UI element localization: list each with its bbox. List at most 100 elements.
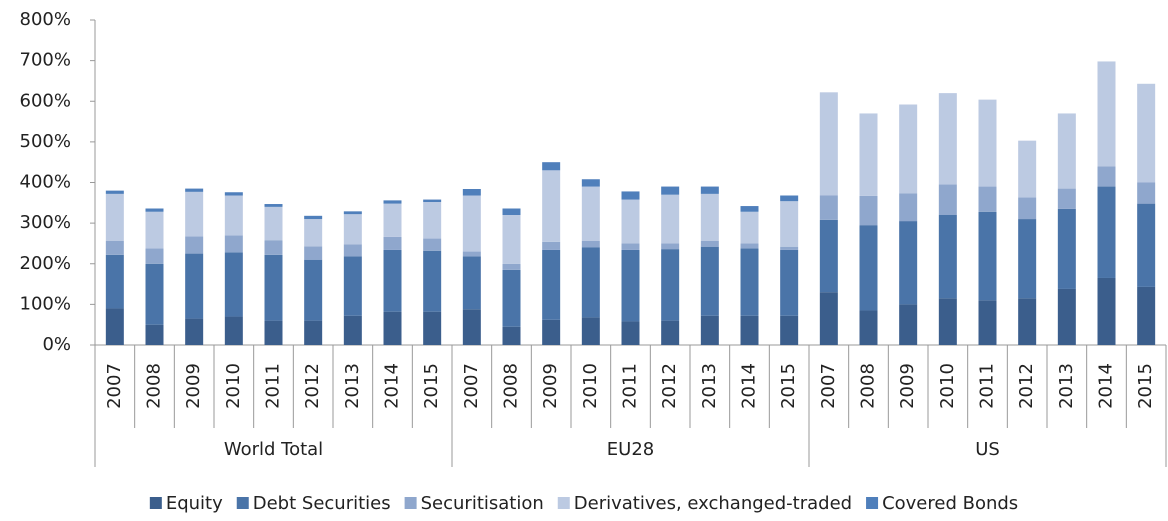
bar-segment	[264, 204, 283, 207]
bar-segment	[700, 193, 719, 241]
x-tick-label: 2012	[1016, 363, 1037, 409]
bar-segment	[740, 211, 759, 244]
bar-segment	[899, 304, 918, 345]
bar-segment	[343, 214, 362, 245]
bar-segment	[462, 256, 481, 310]
bar-segment	[1097, 277, 1116, 345]
bar-segment	[661, 243, 680, 250]
bar-segment	[542, 162, 561, 171]
bar-segment	[621, 321, 640, 345]
bar-segment	[780, 201, 799, 247]
bar-segment	[462, 251, 481, 257]
bar-segment	[502, 269, 521, 327]
bar-segment	[1097, 166, 1116, 187]
bar-segment	[978, 99, 997, 187]
x-tick-label: 2015	[778, 363, 799, 409]
bar-segment	[145, 211, 164, 249]
x-tick-label: 2012	[302, 363, 323, 409]
bar-segment	[899, 221, 918, 305]
bar-segment	[1057, 188, 1076, 209]
bar-segment	[700, 186, 719, 194]
bar-segment	[780, 195, 799, 202]
bar-segment	[1018, 197, 1037, 220]
bar-segment	[780, 249, 799, 316]
x-tick-label: 2012	[659, 363, 680, 409]
bar-segment	[185, 188, 204, 192]
bar-segment	[1137, 83, 1156, 183]
x-tick-label: 2007	[461, 363, 482, 409]
x-tick-label: 2010	[223, 363, 244, 409]
legend-label: Equity	[166, 493, 223, 514]
bar-segment	[542, 170, 561, 242]
bar-segment	[859, 225, 878, 311]
x-tick-label: 2015	[421, 363, 442, 409]
bar-segment	[978, 211, 997, 301]
group-label: World Total	[224, 439, 323, 460]
bar-segment	[383, 249, 402, 312]
bar-segment	[502, 326, 521, 345]
bar-segment	[661, 186, 680, 195]
bar-segment	[383, 236, 402, 250]
x-tick-label: 2014	[1096, 363, 1117, 409]
bar-segment	[621, 249, 640, 322]
y-tick-label: 300%	[20, 212, 71, 233]
bar-segment	[185, 253, 204, 319]
legend-label: Securitisation	[421, 493, 544, 514]
x-tick-label: 2015	[1135, 363, 1156, 409]
x-tick-label: 2009	[183, 363, 204, 409]
bar-segment	[264, 320, 283, 345]
x-tick-label: 2010	[937, 363, 958, 409]
bar-segment	[105, 190, 124, 194]
legend-swatch	[236, 497, 249, 509]
legend-swatch	[149, 497, 162, 509]
bar-segment	[304, 215, 323, 220]
bar-segment	[185, 318, 204, 345]
bar-segment	[700, 315, 719, 345]
bar-segment	[1137, 286, 1156, 345]
bar-segment	[423, 202, 442, 239]
bar-segment	[819, 292, 838, 345]
bar-segment	[423, 311, 442, 345]
bar-segment	[304, 246, 323, 260]
x-tick-label: 2010	[580, 363, 601, 409]
bar-segment	[145, 208, 164, 212]
group-label: US	[975, 439, 1000, 460]
y-tick-label: 700%	[20, 50, 71, 71]
bar-segment	[105, 241, 124, 255]
bar-segment	[1018, 298, 1037, 345]
bar-segment	[304, 219, 323, 247]
bar-segment	[859, 195, 878, 226]
x-tick-label: 2008	[144, 363, 165, 409]
legend-swatch	[866, 497, 879, 509]
bar-segment	[819, 92, 838, 196]
bar-segment	[542, 249, 561, 320]
bar-segment	[502, 263, 521, 270]
bar-segment	[581, 317, 600, 345]
bar-segment	[859, 310, 878, 345]
bar-segment	[899, 104, 918, 194]
x-tick-label: 2011	[263, 363, 284, 409]
bar-segment	[899, 193, 918, 222]
bar-segment	[978, 186, 997, 212]
bar-segment	[105, 308, 124, 345]
bar-segment	[1018, 219, 1037, 299]
bar-segment	[581, 241, 600, 248]
bar-segment	[224, 235, 243, 253]
bar-segment	[1057, 113, 1076, 189]
bar-segment	[780, 246, 799, 250]
bar-segment	[343, 244, 362, 257]
bar-segment	[304, 259, 323, 321]
x-tick-label: 2007	[104, 363, 125, 409]
x-tick-label: 2009	[897, 363, 918, 409]
bar-segment	[224, 252, 243, 317]
bar-segment	[264, 206, 283, 241]
bar-segment	[105, 193, 124, 241]
bar-segment	[1057, 208, 1076, 289]
x-tick-label: 2008	[501, 363, 522, 409]
bar-segment	[304, 320, 323, 345]
bar-segment	[700, 241, 719, 247]
group-label: EU28	[607, 439, 654, 460]
bar-segment	[423, 238, 442, 251]
legend-swatch	[404, 497, 417, 509]
